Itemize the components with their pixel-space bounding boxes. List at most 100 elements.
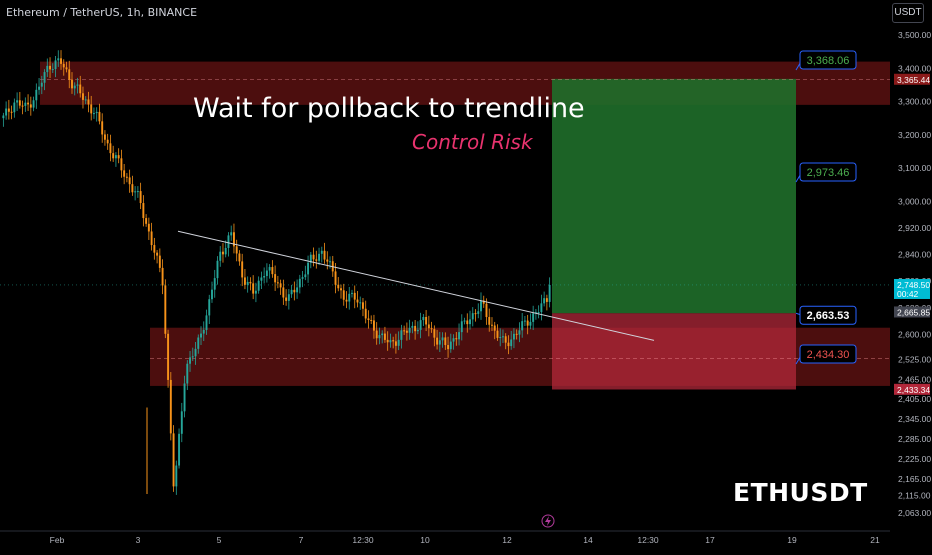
candle (103, 134, 106, 140)
candle (46, 65, 49, 73)
y-tick-label: 2,465.00 (898, 374, 931, 384)
candle (521, 321, 524, 331)
candle (35, 89, 38, 101)
candle (167, 333, 170, 380)
candle (403, 330, 406, 332)
candle (249, 281, 252, 284)
candle (543, 298, 546, 304)
candle (545, 298, 548, 302)
stop-label-box[interactable] (799, 344, 857, 364)
candle (246, 281, 249, 285)
candle (219, 251, 222, 261)
candle (463, 320, 466, 322)
candle (381, 333, 384, 336)
y-tick-label: 3,400.00 (898, 63, 931, 73)
candle (523, 320, 526, 322)
candle (158, 255, 161, 268)
candle (540, 303, 543, 313)
y-tick-label: 2,525.00 (898, 354, 931, 364)
candle (2, 115, 5, 119)
candle (287, 294, 290, 301)
candle (274, 274, 277, 283)
candle (526, 320, 529, 326)
entry-label-box[interactable] (799, 305, 857, 325)
mid-label: 2,973.46 (807, 167, 850, 179)
candle (271, 267, 274, 275)
candle (183, 383, 186, 412)
candle (493, 325, 496, 331)
candle (372, 320, 375, 331)
y-tick-label: 2,115.00 (898, 491, 931, 501)
candle (16, 100, 19, 103)
candle (469, 319, 471, 325)
trendline[interactable] (177, 230, 655, 341)
candle (408, 327, 411, 333)
candle (200, 333, 202, 338)
candle (356, 299, 359, 303)
candle (202, 329, 205, 334)
candle (54, 60, 57, 70)
price-tag (894, 306, 930, 318)
x-tick-label: 17 (705, 535, 715, 545)
candle (304, 274, 307, 278)
candle (285, 297, 288, 301)
candle (397, 339, 400, 346)
candle (260, 277, 263, 281)
candle (488, 317, 491, 325)
x-tick-label: Feb (50, 535, 65, 545)
candle (290, 289, 293, 295)
candle (400, 330, 403, 340)
candle (43, 72, 46, 83)
x-tick-label: 12:30 (637, 535, 659, 545)
candle (298, 278, 301, 288)
candle (169, 379, 172, 434)
candle (120, 158, 123, 171)
candle (128, 177, 131, 185)
candle (84, 99, 87, 101)
candle (117, 155, 120, 159)
y-tick-label: 2,165.00 (898, 474, 931, 484)
candle (441, 337, 444, 341)
mid-label-box[interactable] (799, 162, 857, 182)
candle (235, 246, 238, 254)
y-tick-label: 2,285.00 (898, 434, 931, 444)
candle (90, 104, 93, 114)
price-tag-label: 2,748.50 (897, 280, 930, 290)
candle (499, 336, 502, 338)
candle (10, 111, 13, 113)
y-tick-label: 2,920.00 (898, 223, 931, 233)
candle (114, 155, 117, 159)
candle (32, 100, 35, 108)
target-label-box[interactable] (799, 50, 857, 70)
y-tick-label: 2,063.00 (898, 508, 931, 518)
candle (430, 328, 433, 330)
candle (230, 232, 233, 236)
candle (507, 342, 510, 347)
x-tick-label: 19 (787, 535, 797, 545)
currency-button[interactable]: USDT (892, 3, 924, 23)
y-tick-label: 2,840.00 (898, 250, 931, 260)
candle (345, 299, 348, 302)
target-zone (552, 78, 796, 314)
y-tick-label: 3,300.00 (898, 97, 931, 107)
candle (383, 333, 386, 340)
candle (268, 267, 271, 271)
candle (474, 313, 477, 315)
candle (455, 338, 458, 340)
price-tag-countdown: 00:42 (897, 289, 919, 299)
lightning-icon[interactable] (541, 514, 555, 528)
candle (5, 108, 8, 116)
candle (164, 285, 167, 334)
candle (548, 284, 551, 302)
candle (326, 259, 329, 262)
price-tag (894, 278, 930, 299)
candle (224, 247, 227, 255)
candle (73, 85, 76, 89)
candle (315, 259, 318, 261)
candle (482, 300, 485, 304)
candle (337, 284, 340, 289)
candle (537, 312, 540, 314)
candle (496, 330, 499, 338)
